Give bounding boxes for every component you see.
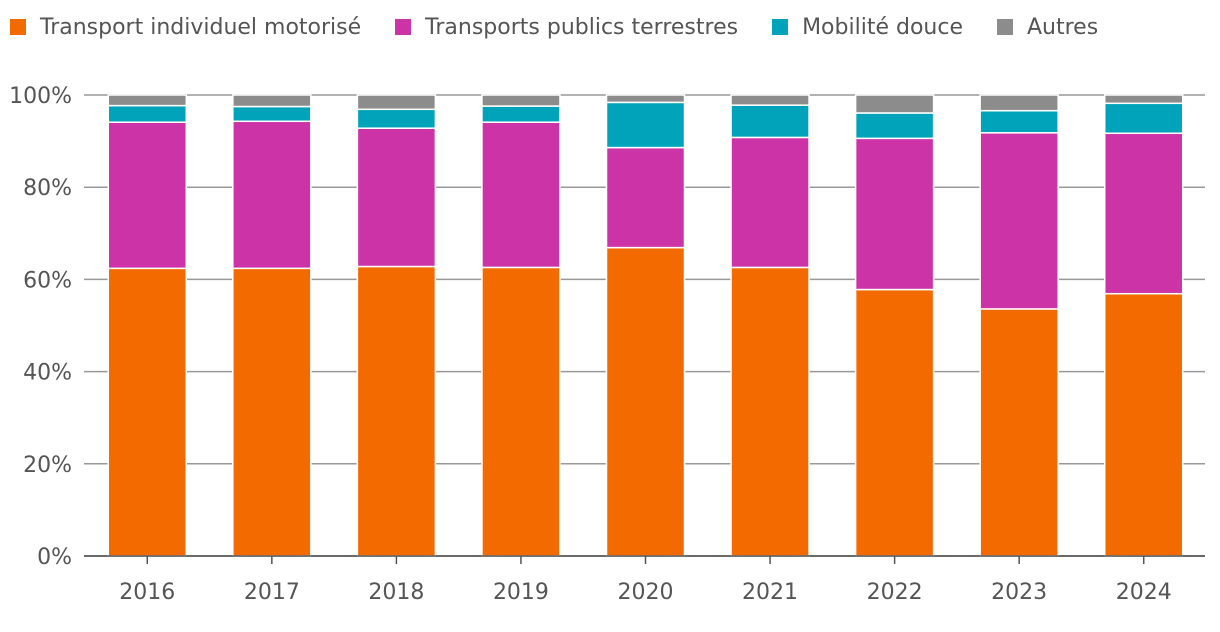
- bar-segment-2024-3[interactable]: [1103, 102, 1184, 135]
- legend-label: Transports publics terrestres: [425, 14, 739, 40]
- bar-segment-2016-3[interactable]: [107, 104, 188, 123]
- x-tick-label: 2022: [867, 580, 923, 605]
- bar-segment-2021-4[interactable]: [730, 94, 810, 106]
- bar-segment-2023-4[interactable]: [979, 94, 1059, 112]
- bars: [107, 94, 1184, 557]
- legend-swatch: [395, 19, 412, 35]
- bar-segment-2020-1[interactable]: [605, 246, 686, 557]
- y-tick-label: 40%: [23, 361, 72, 386]
- bar-segment-2020-3[interactable]: [605, 101, 686, 149]
- y-tick-label: 0%: [37, 545, 72, 570]
- bar-segment-2023-1[interactable]: [979, 308, 1059, 557]
- x-tick-label: 2024: [1116, 580, 1172, 605]
- bar-segment-2022-2[interactable]: [854, 137, 935, 291]
- y-tick-label: 100%: [9, 84, 72, 109]
- bar-segment-2024-4[interactable]: [1103, 94, 1184, 105]
- legend-label: Autres: [1026, 14, 1099, 40]
- bar-segment-2023-2[interactable]: [979, 132, 1059, 310]
- bar-segment-2018-1[interactable]: [356, 265, 437, 557]
- legend-swatch: [996, 19, 1013, 35]
- x-tick-label: 2019: [493, 580, 549, 605]
- x-tick-label: 2016: [119, 580, 175, 605]
- bar-segment-2016-1[interactable]: [107, 267, 188, 557]
- bar-segment-2024-1[interactable]: [1103, 292, 1184, 557]
- bar-segment-2016-2[interactable]: [107, 121, 188, 270]
- bar-segment-2022-3[interactable]: [854, 112, 935, 140]
- y-tick-label: 80%: [23, 176, 72, 201]
- bar-segment-2018-2[interactable]: [356, 127, 437, 268]
- y-tick-label: 60%: [23, 268, 72, 293]
- y-axis-labels: 0% 20% 40% 60% 80% 100%: [9, 84, 72, 570]
- legend-item-transport-individuel[interactable]: Transport individuel motorisé: [10, 15, 361, 40]
- legend-swatch: [772, 19, 789, 35]
- legend-item-transports-publics[interactable]: Transports publics terrestres: [395, 15, 738, 40]
- legend-label: Transport individuel motorisé: [40, 14, 362, 40]
- bar-segment-2020-4[interactable]: [605, 94, 686, 104]
- bar-segment-2017-3[interactable]: [232, 105, 312, 123]
- x-tick-label: 2023: [991, 580, 1047, 605]
- legend-swatch: [10, 19, 26, 35]
- bar-segment-2023-3[interactable]: [979, 109, 1059, 134]
- bar-segment-2022-1[interactable]: [854, 288, 935, 557]
- bar-segment-2022-4[interactable]: [854, 94, 935, 114]
- bar-segment-2019-3[interactable]: [481, 105, 561, 123]
- bar-segment-2020-2[interactable]: [605, 146, 686, 249]
- x-tick-label: 2017: [244, 580, 300, 605]
- legend-item-autres[interactable]: Autres: [996, 14, 1099, 40]
- bar-segment-2017-2[interactable]: [232, 120, 312, 270]
- x-tick-label: 2020: [618, 580, 674, 605]
- bar-segment-2024-2[interactable]: [1103, 132, 1184, 295]
- bar-segment-2021-2[interactable]: [730, 136, 810, 269]
- legend-label: Mobilité douce: [802, 14, 963, 40]
- x-axis: 2016 2017 2018 2019 2020 2021 2022 2023 2024: [84, 555, 1205, 605]
- bar-segment-2017-1[interactable]: [232, 267, 312, 557]
- x-tick-label: 2021: [742, 580, 798, 605]
- bar-segment-2019-2[interactable]: [481, 121, 561, 269]
- legend-item-mobilite-douce[interactable]: Mobilité douce: [772, 15, 963, 40]
- legend: Transport individuel motorisé Transports…: [10, 12, 1098, 42]
- x-tick-label: 2018: [368, 580, 424, 605]
- bar-segment-2019-4[interactable]: [481, 94, 561, 107]
- bar-segment-2019-1[interactable]: [481, 266, 561, 557]
- bar-segment-2021-3[interactable]: [730, 104, 810, 139]
- y-tick-label: 20%: [23, 453, 72, 478]
- bar-segment-2018-4[interactable]: [356, 94, 437, 111]
- bar-segment-2018-3[interactable]: [356, 108, 437, 129]
- bar-segment-2016-4[interactable]: [107, 94, 188, 107]
- bar-segment-2017-4[interactable]: [232, 94, 312, 108]
- bar-segment-2021-1[interactable]: [730, 266, 810, 557]
